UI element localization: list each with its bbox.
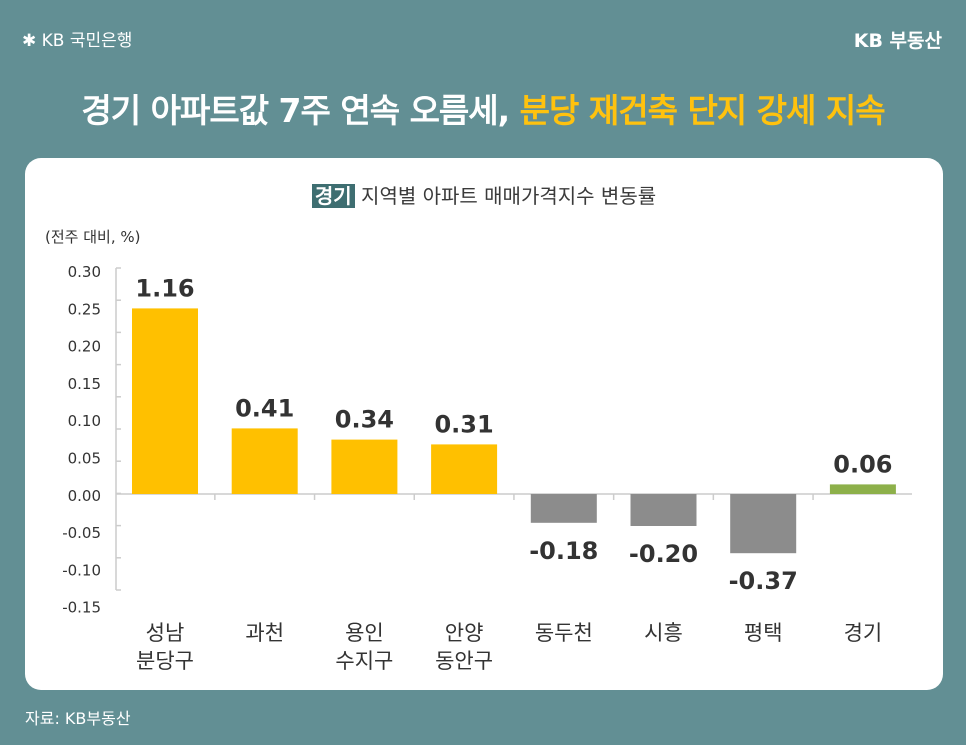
data-label: -0.18 [529, 537, 598, 565]
headline-main: 경기 아파트값 7주 연속 오름세, [81, 91, 520, 130]
y-tick-label: -0.10 [62, 561, 101, 579]
data-label: -0.20 [629, 540, 698, 568]
x-tick-label: 안양 [445, 621, 484, 645]
y-tick-label: 0.25 [68, 300, 101, 318]
bar-용인수지구 [331, 439, 398, 494]
bar-동두천 [530, 494, 597, 523]
data-label: 0.41 [235, 394, 294, 422]
kb-kookmin-bank-logo: ✱ KB 국민은행 [22, 26, 132, 51]
y-tick-label: 0.20 [68, 338, 101, 356]
bar-시흥 [630, 494, 697, 526]
x-tick-label: 성남 [146, 621, 185, 645]
x-tick-label: 분당구 [136, 649, 194, 673]
y-tick-label: 0.05 [68, 450, 101, 468]
bar-안양동안구 [431, 444, 498, 494]
x-tick-label: 동두천 [535, 621, 593, 645]
headline-highlight: 분당 재건축 단지 강세 지속 [519, 91, 886, 130]
x-tick-label: 평택 [744, 621, 783, 645]
x-tick-label: 용인 [345, 621, 384, 645]
y-tick-label: 0.00 [68, 487, 101, 505]
kb-star-icon: ✱ [22, 31, 37, 51]
x-tick-label: 동안구 [435, 649, 493, 673]
y-axis-unit: (전주 대비, %) [45, 228, 141, 246]
x-tick-label: 수지구 [335, 649, 393, 673]
bar-평택 [730, 494, 797, 554]
y-tick-label: 0.15 [68, 375, 101, 393]
x-tick-label: 과천 [245, 621, 284, 645]
y-tick-label: 0.30 [68, 263, 101, 281]
chart-title-tag: 경기 [311, 184, 355, 208]
bar-성남분당구 [132, 308, 198, 494]
source-note: 자료: KB부동산 [25, 709, 131, 728]
x-tick-label: 시흥 [644, 621, 683, 645]
data-label: 1.16 [135, 274, 194, 302]
headline: 경기 아파트값 7주 연속 오름세, 분당 재건축 단지 강세 지속 [0, 84, 966, 132]
data-label: 0.06 [833, 450, 892, 478]
data-label: 0.34 [335, 406, 394, 434]
y-tick-label: -0.15 [62, 599, 101, 617]
y-tick-label: 0.10 [68, 412, 101, 430]
data-label: 0.31 [434, 410, 493, 438]
bank-logo-text: KB 국민은행 [41, 31, 133, 51]
chart-title-text: 지역별 아파트 매매가격지수 변동률 [361, 184, 657, 208]
chart-title: 경기 지역별 아파트 매매가격지수 변동률 [25, 180, 943, 209]
bar-과천 [231, 428, 298, 494]
kb-real-estate-logo: KB 부동산 [853, 30, 942, 52]
y-tick-label: -0.05 [62, 524, 101, 542]
data-label: -0.37 [729, 567, 798, 595]
x-tick-label: 경기 [844, 621, 883, 645]
bar-경기 [829, 484, 896, 494]
